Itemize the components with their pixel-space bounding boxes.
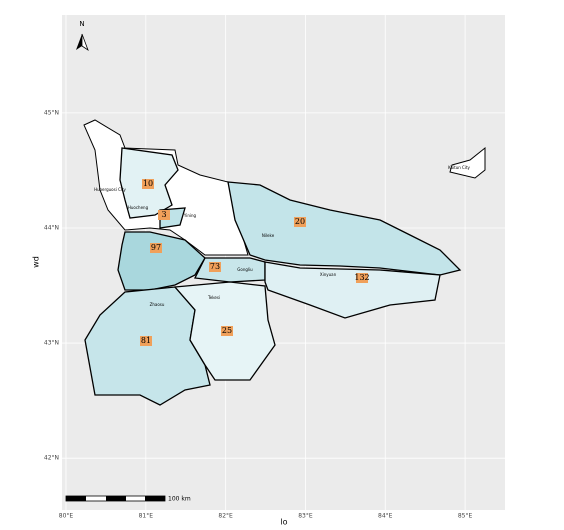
place-label: Zhaosu <box>150 302 165 307</box>
value-box <box>221 326 233 336</box>
place-label: Huocheng <box>128 205 149 210</box>
x-tick-label: 85°E <box>458 513 473 520</box>
value-box <box>142 179 154 189</box>
value-box <box>356 273 368 283</box>
value-label: 81 <box>141 336 151 345</box>
scale-bar: 100 km <box>65 496 191 503</box>
north-label: N <box>79 20 84 28</box>
x-tick-label: 84°E <box>378 513 393 520</box>
value-label: 73 <box>210 262 220 271</box>
x-tick-label: 83°E <box>298 513 313 520</box>
x-axis-label: lo <box>280 518 287 527</box>
scale-label: 100 km <box>168 496 191 503</box>
place-label: Tekesi <box>207 295 220 300</box>
y-axis-label: wd <box>32 256 41 268</box>
y-tick-label: 45°N <box>44 109 59 116</box>
place-label: Kuitun City <box>448 165 470 170</box>
region <box>227 181 462 276</box>
place-label: Huoerguosi City <box>94 187 126 192</box>
value-label: 3 <box>161 210 166 219</box>
region <box>117 231 206 291</box>
place-label: Xinyuan <box>320 272 337 277</box>
place-label: Gongliu <box>237 267 253 272</box>
x-tick-label: 82°E <box>218 513 233 520</box>
region <box>194 257 266 283</box>
region <box>264 261 441 319</box>
value-label: 25 <box>222 326 232 335</box>
value-label: 97 <box>151 243 161 252</box>
kuitun-area <box>449 146 486 179</box>
place-label: Nileke <box>262 233 275 238</box>
x-tick-label: 81°E <box>139 513 154 520</box>
value-box <box>209 262 221 272</box>
x-tick-label: 80°E <box>59 513 74 520</box>
y-tick-label: 43°N <box>44 340 59 347</box>
value-box <box>150 243 162 253</box>
value-label: 10 <box>143 179 153 188</box>
value-label: 20 <box>295 217 305 226</box>
value-box <box>158 210 170 220</box>
value-box <box>294 217 306 227</box>
north-arrow: N <box>76 20 89 52</box>
place-label: Yining <box>183 213 197 218</box>
y-tick-label: 44°N <box>44 224 59 231</box>
value-label: 132 <box>354 273 369 282</box>
value-box <box>140 336 152 346</box>
y-tick-label: 42°N <box>44 455 59 462</box>
